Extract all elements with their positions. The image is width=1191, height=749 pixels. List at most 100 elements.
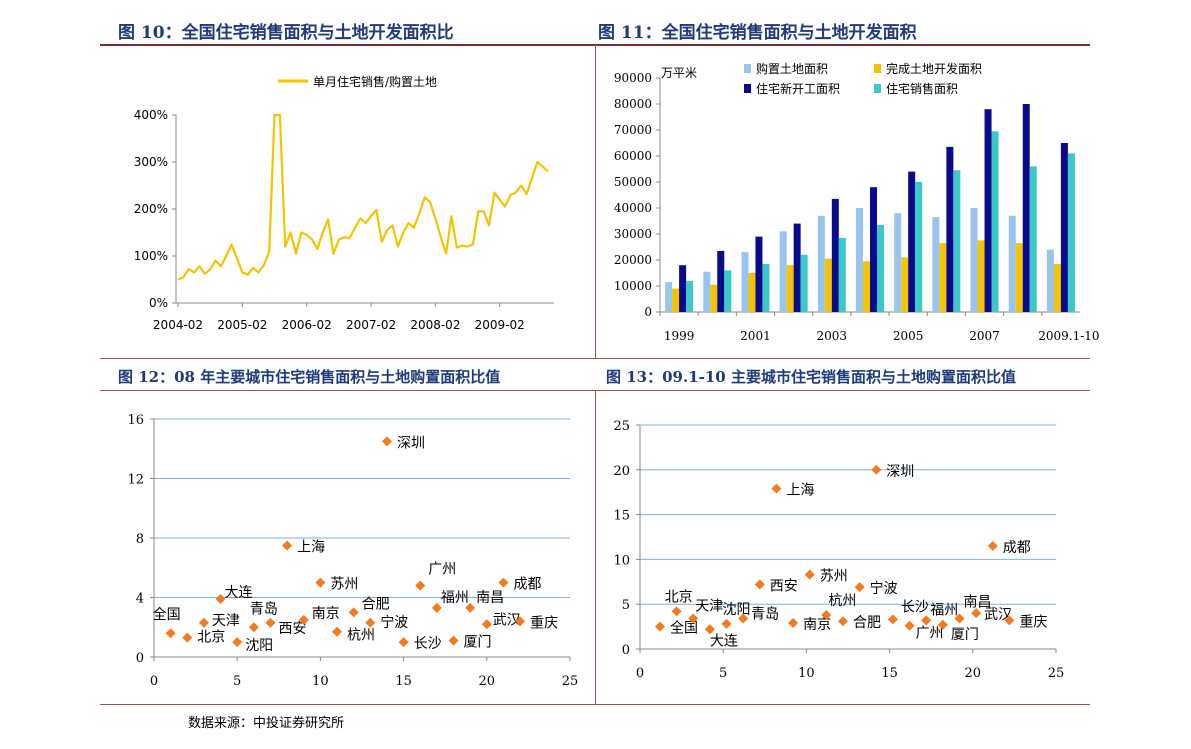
fig12-point-宁波	[365, 617, 376, 628]
fig11-bar-1999-3	[686, 280, 694, 312]
fig13-point-label: 西安	[770, 578, 798, 594]
fig13-x-tick-label: 5	[719, 666, 727, 681]
fig13-point-label: 宁波	[870, 580, 898, 597]
fig11-bar-2002-0	[779, 231, 787, 312]
fig11-bar-2007-2	[984, 109, 992, 312]
fig13-point-label: 厦门	[951, 627, 979, 643]
fig13-point-label: 青岛	[751, 607, 779, 623]
fig11-bar-2002-3	[800, 254, 808, 312]
fig13-point-厦门	[937, 619, 948, 630]
fig11-bar-2000-0	[703, 271, 711, 312]
fig11-bar-2009.1-10-1	[1053, 263, 1061, 312]
fig12-x-tick-label: 10	[312, 674, 329, 689]
fig13-title: 图 13：09.1-10 主要城市住宅销售面积与土地购置面积比值	[606, 368, 1016, 386]
fig12-x-tick-label: 25	[562, 674, 579, 689]
fig13-point-label: 成都	[1003, 540, 1031, 556]
fig11-bar-2002-2	[793, 223, 801, 312]
fig10-series-line	[177, 113, 549, 281]
fig11-bar-2006-0	[932, 217, 940, 312]
fig11-unit-label: 万平米	[661, 66, 697, 80]
fig12-x-tick-label: 0	[150, 674, 158, 689]
fig12-point-label: 福州	[441, 590, 469, 606]
fig11-x-tick-label: 2001	[740, 329, 771, 343]
fig12-point-北京	[182, 632, 193, 643]
fig13-point-大连	[704, 624, 715, 635]
fig11-y-tick-label: 60000	[614, 149, 652, 163]
fig11-x-tick-label: 2007	[969, 329, 1000, 343]
fig11-bar-2009.1-10-3	[1067, 153, 1075, 312]
fig13-point-西安	[754, 579, 765, 590]
fig11-bar-2007-0	[970, 208, 978, 312]
fig13-point-武汉	[971, 608, 982, 619]
fig11-legend-label-0: 购置土地面积	[756, 61, 828, 76]
fig11-bar-2001-1	[748, 273, 756, 312]
fig13-y-tick-label: 10	[613, 553, 630, 568]
fig12-point-label: 南昌	[476, 590, 504, 606]
fig11-bar-2003-3	[838, 237, 846, 312]
fig13-point-福州	[921, 615, 932, 626]
fig13-point-label: 广州	[916, 626, 944, 642]
fig12-point-成都	[498, 577, 509, 588]
fig12-point-合肥	[348, 607, 359, 618]
fig13-point-label: 北京	[665, 589, 693, 605]
fig11-y-tick-label: 20000	[614, 253, 652, 267]
fig11-bar-2005-2	[908, 171, 916, 312]
fig13-point-label: 福州	[930, 602, 958, 618]
fig12-title: 图 12：08 年主要城市住宅销售面积与土地购置面积比值	[118, 368, 501, 386]
fig12-point-武汉	[481, 619, 492, 630]
fig11-bar-2003-1	[824, 258, 832, 312]
fig10-x-tick-label: 2009-02	[475, 318, 525, 332]
fig12-point-label: 沈阳	[245, 638, 273, 654]
fig10-y-tick-label: 100%	[134, 249, 168, 263]
fig12-y-tick-label: 12	[127, 473, 144, 488]
fig11-x-tick-label: 2009.1-10	[1038, 329, 1099, 343]
fig11-legend-label-1: 完成土地开发面积	[886, 61, 982, 76]
fig13-point-label: 武汉	[984, 607, 1012, 623]
fig12-point-福州	[431, 602, 442, 613]
fig12-point-杭州	[332, 626, 343, 637]
fig12-point-label: 武汉	[493, 612, 521, 628]
fig12-point-label: 大连	[225, 585, 253, 601]
fig11-bar-2004-3	[877, 224, 884, 312]
fig13-point-天津	[688, 613, 699, 624]
fig11-bar-2005-0	[894, 213, 902, 312]
fig13-y-tick-label: 5	[622, 598, 630, 613]
fig12-point-label: 合肥	[362, 596, 390, 612]
fig11-bar-2004-0	[856, 208, 863, 312]
fig13-point-label: 天津	[695, 599, 723, 615]
fig11-y-tick-label: 50000	[614, 175, 652, 189]
fig11-bar-2004-1	[863, 261, 870, 312]
fig11-y-tick-label: 10000	[614, 279, 652, 293]
fig10-x-tick-label: 2005-02	[217, 318, 267, 332]
fig11-bar-2000-2	[717, 250, 725, 312]
fig12-point-label: 厦门	[464, 635, 492, 651]
fig12-point-天津	[198, 617, 209, 628]
fig11-bar-2003-0	[817, 215, 825, 312]
fig11-bar-2003-2	[831, 198, 839, 312]
fig11-bar-2007-1	[977, 240, 985, 312]
fig13-point-label: 大连	[710, 633, 738, 649]
fig13-point-长沙	[887, 614, 898, 625]
fig12-y-tick-label: 0	[136, 651, 144, 666]
fig12-point-label: 杭州	[347, 628, 375, 644]
fig11-bar-2006-1	[939, 243, 947, 312]
fig13-point-label: 南京	[803, 617, 831, 633]
fig11-bar-2001-0	[741, 252, 749, 312]
fig11-y-tick-label: 30000	[614, 227, 652, 241]
fig12-point-label: 重庆	[530, 615, 558, 631]
fig10-line-chart: 单月住宅销售/购置土地 0% 100% 200% 300% 400% 2004-02 200…	[134, 74, 554, 332]
fig11-y-tick-label: 70000	[614, 123, 652, 137]
fig13-point-label: 深圳	[886, 464, 914, 480]
fig11-legend-swatch-2	[744, 84, 751, 93]
fig11-y-tick-label: 80000	[614, 97, 652, 111]
fig13-point-label: 长沙	[901, 599, 929, 615]
fig12-point-深圳	[381, 436, 392, 447]
fig11-bar-2001-3	[762, 263, 770, 312]
fig12-point-上海	[282, 540, 293, 551]
fig11-bar-2006-3	[953, 170, 961, 312]
fig11-bar-2009.1-10-2	[1060, 143, 1068, 312]
fig12-point-长沙	[398, 637, 409, 648]
fig12-point-南京	[298, 614, 309, 625]
